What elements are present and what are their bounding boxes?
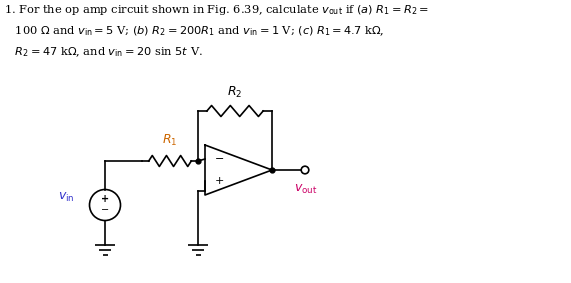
Text: $R_2$: $R_2$ [227, 85, 243, 100]
Text: $v_{\rm out}$: $v_{\rm out}$ [294, 183, 317, 196]
Text: 100 $\Omega$ and $v_{\rm in} = 5$ V; $(b)$ $R_2 = 200R_1$ and $v_{\rm in} = 1$ V: 100 $\Omega$ and $v_{\rm in} = 5$ V; $(b… [4, 24, 384, 38]
Text: −: − [101, 205, 109, 215]
Text: −: − [215, 154, 224, 164]
Text: $R_2 = 47$ k$\Omega$, and $v_{\rm in} = 20$ sin $5t$ V.: $R_2 = 47$ k$\Omega$, and $v_{\rm in} = … [4, 45, 203, 59]
Text: 1. For the op amp circuit shown in Fig. 6.39, calculate $v_{\rm out}$ if $(a)$ $: 1. For the op amp circuit shown in Fig. … [4, 3, 429, 17]
Text: $R_1$: $R_1$ [162, 133, 178, 148]
Text: +: + [215, 176, 224, 186]
Text: $v_{\rm in}$: $v_{\rm in}$ [58, 190, 75, 203]
Text: +: + [101, 194, 109, 205]
